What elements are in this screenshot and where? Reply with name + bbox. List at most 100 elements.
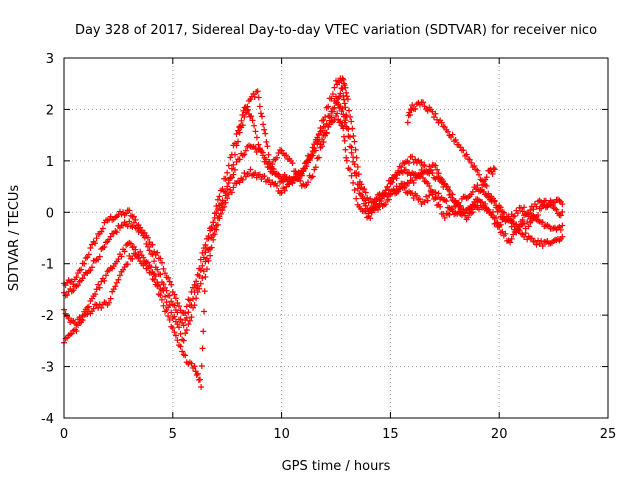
data-point: [319, 136, 326, 143]
data-point: [457, 144, 464, 151]
data-point: [527, 215, 534, 222]
data-point: [367, 215, 374, 222]
data-point: [248, 113, 255, 120]
data-point: [185, 321, 192, 328]
data-point: [101, 244, 108, 251]
data-point: [424, 168, 431, 175]
data-point: [406, 111, 413, 118]
data-point: [194, 289, 201, 296]
data-point: [96, 253, 103, 260]
data-point: [538, 238, 545, 245]
data-point: [275, 171, 282, 178]
data-point: [182, 352, 189, 359]
data-point: [74, 282, 81, 289]
data-point: [120, 222, 127, 229]
data-point: [260, 121, 267, 128]
data-point: [137, 224, 144, 231]
data-point: [93, 235, 100, 242]
data-point: [199, 249, 206, 256]
data-point: [224, 169, 231, 176]
data-point: [92, 240, 99, 247]
data-point: [203, 255, 210, 262]
data-point: [446, 187, 453, 194]
data-point: [409, 153, 416, 160]
data-point: [413, 192, 420, 199]
data-point: [183, 327, 190, 334]
data-point: [341, 82, 348, 89]
data-point: [472, 202, 479, 209]
data-point: [180, 337, 187, 344]
data-point: [322, 114, 329, 121]
data-point: [160, 281, 167, 288]
data-point: [191, 302, 198, 309]
data-point: [418, 159, 425, 166]
data-point: [559, 208, 566, 215]
data-point: [497, 221, 504, 228]
data-point: [557, 226, 564, 233]
data-point: [202, 273, 209, 280]
data-point: [416, 195, 423, 202]
data-point: [502, 230, 509, 237]
data-point: [236, 129, 243, 136]
data-point: [297, 177, 304, 184]
y-tick-label: -2: [41, 309, 54, 324]
data-point: [205, 232, 212, 239]
data-point: [219, 204, 226, 211]
data-point: [539, 201, 546, 208]
data-point: [301, 165, 308, 172]
data-point: [121, 248, 128, 255]
data-point: [180, 322, 187, 329]
data-point: [259, 113, 266, 120]
data-point: [197, 256, 204, 263]
data-point: [241, 151, 248, 158]
data-point: [390, 175, 397, 182]
data-point: [196, 285, 203, 292]
data-point: [182, 310, 189, 317]
data-point: [339, 86, 346, 93]
data-point: [499, 214, 506, 221]
data-point: [228, 165, 235, 172]
data-point: [463, 151, 470, 158]
data-point: [343, 89, 350, 96]
data-point: [441, 214, 448, 221]
data-point: [367, 195, 374, 202]
data-point: [197, 280, 204, 287]
data-point: [96, 284, 103, 291]
data-point: [472, 185, 479, 192]
data-point: [557, 212, 564, 219]
data-point: [166, 302, 173, 309]
data-point: [342, 146, 349, 153]
data-point: [278, 189, 285, 196]
data-point: [409, 102, 416, 109]
data-point: [491, 197, 498, 204]
data-point: [336, 93, 343, 100]
data-point: [241, 113, 248, 120]
data-point: [188, 360, 195, 367]
data-point: [340, 96, 347, 103]
data-point: [235, 138, 242, 145]
data-point: [346, 134, 353, 141]
data-point: [351, 138, 358, 145]
data-point: [166, 316, 173, 323]
data-point: [98, 304, 105, 311]
y-tick-label: -4: [41, 412, 54, 427]
data-point: [510, 220, 517, 227]
data-point: [315, 154, 322, 161]
data-point: [348, 172, 355, 179]
data-point: [239, 122, 246, 129]
data-point: [553, 206, 560, 213]
data-point: [309, 152, 316, 159]
data-point: [362, 189, 369, 196]
data-point: [323, 130, 330, 137]
data-point: [479, 177, 486, 184]
data-point: [146, 247, 153, 254]
data-point: [270, 166, 277, 173]
data-point: [166, 292, 173, 299]
data-point: [521, 204, 528, 211]
data-point: [112, 283, 119, 290]
data-point: [242, 109, 249, 116]
data-point: [426, 182, 433, 189]
data-point: [519, 216, 526, 223]
data-point: [176, 303, 183, 310]
data-point: [98, 228, 105, 235]
